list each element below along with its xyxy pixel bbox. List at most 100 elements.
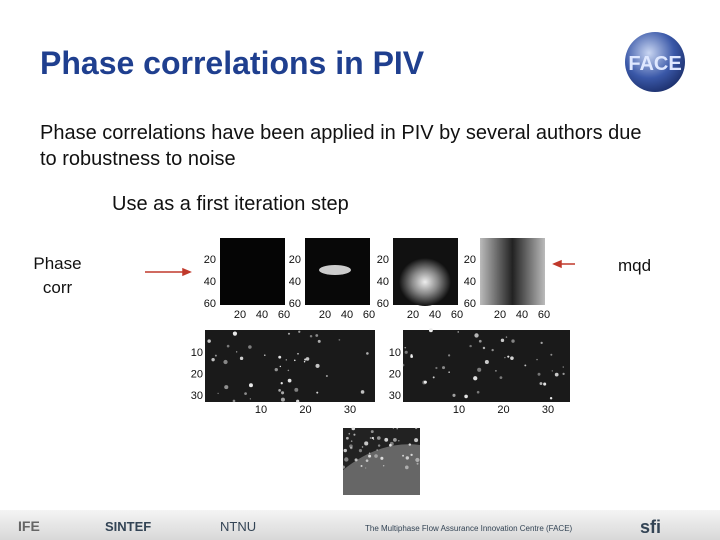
speck (358, 449, 363, 453)
speck (309, 334, 313, 338)
speck (305, 357, 310, 361)
speck (377, 444, 381, 447)
speck (370, 430, 374, 434)
speck (368, 454, 372, 458)
footer-logo: NTNU (220, 519, 256, 534)
paragraph-box: Phase correlations have been applied in … (40, 122, 642, 170)
speck (365, 459, 369, 463)
speck (296, 399, 300, 403)
speck (398, 440, 400, 442)
speck (469, 344, 472, 348)
speck (316, 391, 319, 394)
y-tick-label: 40 (204, 276, 216, 288)
speck (415, 426, 418, 430)
speck (373, 438, 375, 440)
y-tick-label: 10 (389, 347, 401, 359)
speck (389, 443, 392, 447)
speck (389, 441, 394, 446)
speck (476, 390, 480, 394)
sub-point: Use as a first iteration step (112, 193, 349, 215)
x-tick-label: 60 (451, 309, 463, 321)
x-tick-label: 60 (363, 309, 375, 321)
speck (499, 376, 503, 379)
speck (341, 465, 345, 469)
y-tick-label: 20 (191, 369, 203, 381)
speck (482, 346, 486, 350)
x-tick-label: 30 (542, 404, 554, 416)
y-tick-label: 20 (289, 254, 301, 266)
speck (423, 380, 427, 384)
speck (214, 354, 217, 357)
speck (360, 464, 363, 467)
speck (410, 453, 413, 457)
speck (384, 437, 389, 442)
speck (536, 358, 538, 361)
speck (474, 333, 479, 338)
speck (365, 467, 367, 469)
speck (491, 348, 494, 352)
speck (368, 452, 371, 454)
speck (392, 427, 395, 429)
speck (315, 363, 320, 368)
speck (354, 458, 358, 462)
speck (404, 465, 409, 470)
speck (507, 355, 510, 358)
y-tick-label: 10 (191, 347, 203, 359)
speck (448, 371, 450, 373)
speck (361, 446, 364, 448)
speck (473, 376, 478, 381)
speck (325, 374, 328, 378)
speck (287, 332, 291, 335)
speck (248, 383, 253, 388)
speck (223, 359, 228, 365)
speck (539, 382, 543, 385)
speck (510, 356, 514, 360)
speck (549, 397, 553, 400)
logo-text: FACE (628, 53, 681, 75)
speck (294, 387, 299, 392)
speck (408, 443, 412, 446)
y-tick-label: 60 (377, 298, 389, 310)
speck (364, 441, 369, 446)
speck (351, 426, 356, 431)
footer-band (0, 510, 720, 540)
speck (447, 354, 451, 357)
speck (264, 354, 266, 356)
speck (353, 433, 356, 436)
image (480, 238, 545, 305)
x-tick-label: 60 (538, 309, 550, 321)
x-tick-label: 40 (256, 309, 268, 321)
speck (402, 454, 404, 457)
speck (414, 438, 419, 443)
speck (211, 357, 215, 362)
speck (562, 366, 564, 368)
x-tick-label: 10 (255, 404, 267, 416)
speck (478, 339, 482, 343)
speck (297, 352, 299, 355)
speck (428, 328, 433, 333)
speck (416, 462, 419, 465)
x-tick-label: 20 (234, 309, 246, 321)
speck (293, 359, 296, 362)
speck (350, 440, 353, 442)
speck (366, 352, 369, 355)
paragraph: Phase correlations have been applied in … (40, 122, 642, 170)
speck (345, 436, 349, 440)
speck (477, 367, 482, 372)
x-tick-label: 40 (516, 309, 528, 321)
speck (232, 331, 235, 334)
y-tick-label: 20 (389, 369, 401, 381)
speck (524, 364, 527, 367)
title: Phase correlations in PIV (40, 45, 425, 81)
speck (435, 366, 438, 370)
speck (495, 370, 497, 372)
left-label-box: Phase corr (33, 254, 81, 297)
image (220, 238, 285, 305)
speck (349, 444, 353, 448)
x-tick-label: 30 (344, 404, 356, 416)
speck (374, 454, 378, 458)
speck (376, 449, 378, 451)
y-tick-label: 40 (377, 276, 389, 288)
speck (281, 391, 285, 395)
